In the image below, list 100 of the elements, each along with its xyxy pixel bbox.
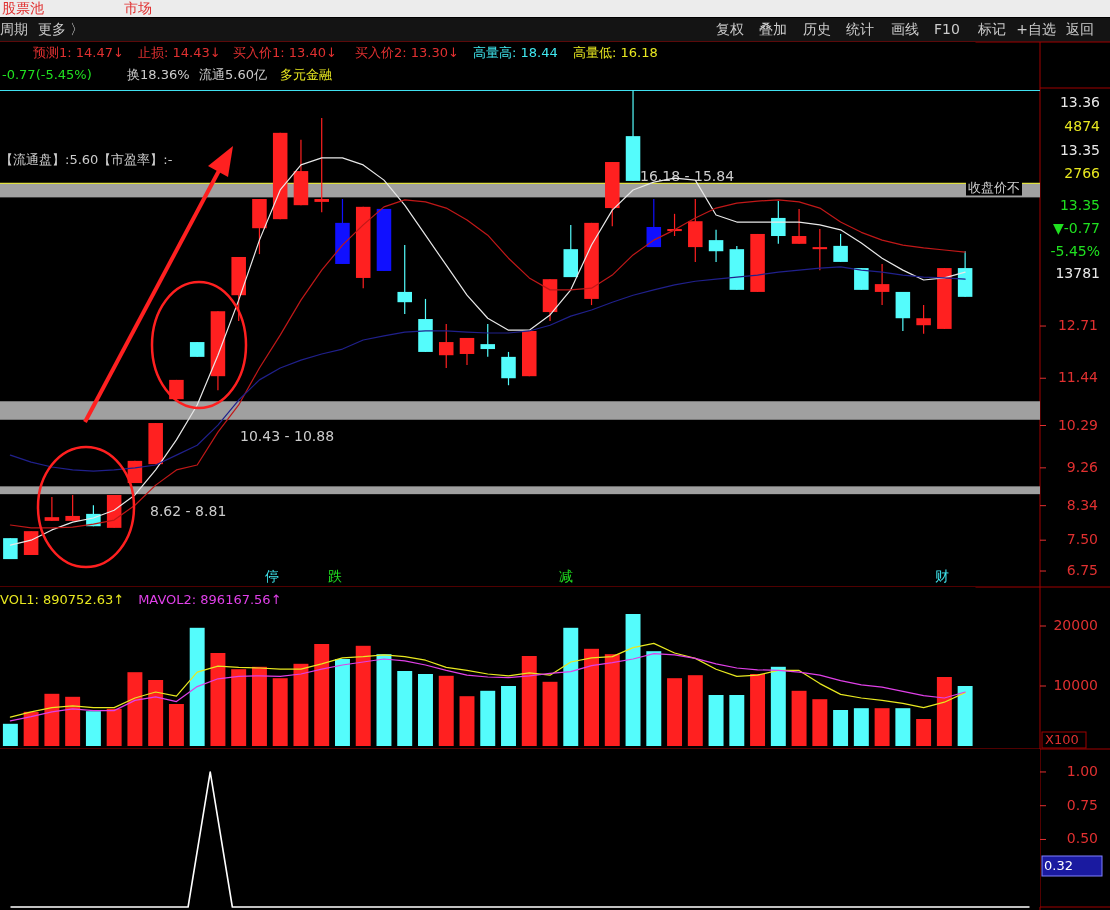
bar: [895, 708, 911, 746]
y-tick-label: 9.26: [1066, 458, 1099, 475]
y-tick-label: 8.34: [1066, 496, 1099, 513]
text: 画线: [891, 21, 919, 37]
bar: [812, 699, 828, 746]
text: 0.32: [1044, 857, 1073, 873]
candlestick: [480, 323, 496, 358]
line-series: [9, 653, 966, 722]
bar: [770, 666, 786, 746]
y-tick-label: 12.71: [1057, 317, 1098, 334]
bar: [708, 695, 724, 746]
bar: [916, 719, 932, 746]
bar: [148, 680, 164, 746]
y-tick-label: 6.75: [1066, 562, 1098, 579]
text: 2766: [1064, 165, 1101, 181]
candlestick: [44, 496, 60, 522]
y-axis-title: X100: [1045, 731, 1079, 747]
bar: [521, 656, 537, 746]
annotation: 高量高: 18.44: [473, 44, 558, 60]
bar: [853, 708, 869, 746]
bar: [791, 690, 807, 746]
bar: [563, 627, 579, 746]
candlestick: [833, 233, 848, 263]
text: 股票池: [2, 0, 44, 16]
annotation: 换18.36%: [127, 66, 190, 82]
candlestick: [708, 229, 724, 263]
bar: [874, 708, 890, 746]
line-series: [9, 642, 966, 718]
bar: [355, 645, 371, 746]
text: 13.36: [1059, 94, 1101, 110]
annotation: 止损: 14.43↓: [138, 44, 221, 60]
bar: [314, 644, 330, 746]
y-tick-label: 0.50: [1066, 830, 1098, 847]
bar: [729, 695, 745, 746]
text: 13.35: [1059, 197, 1100, 213]
bar: [957, 686, 973, 746]
text: F10: [934, 21, 960, 37]
bar: [231, 669, 247, 746]
candlestick: [459, 337, 475, 366]
band-label: 10.43 - 10.88: [240, 428, 335, 444]
text: 历史: [803, 21, 831, 37]
text: 13781: [1055, 265, 1100, 281]
bar: [44, 693, 60, 746]
bar: [418, 674, 433, 746]
y-tick-label: 11.44: [1057, 369, 1099, 386]
bar: [459, 696, 475, 746]
bar: [23, 711, 39, 746]
bar: [687, 675, 703, 746]
text: 13.35: [1059, 142, 1100, 158]
bar: [936, 677, 952, 746]
candlestick: [314, 117, 329, 213]
text: 统计: [846, 21, 874, 37]
y-tick-label: 20000: [1053, 617, 1098, 633]
text: +自选: [1016, 21, 1056, 37]
bar: [604, 654, 620, 746]
text: VOL1: 890752.63↑: [0, 591, 125, 607]
annotation: 高量低: 16.18: [573, 44, 658, 60]
candlestick: [438, 323, 454, 369]
candlestick: [397, 244, 412, 315]
annotation: 预测1: 14.47↓: [33, 44, 124, 60]
candlestick: [791, 208, 807, 245]
text: 叠加: [759, 21, 787, 37]
annotation: 停: [265, 568, 279, 584]
band-label: 8.62 - 8.81: [150, 503, 227, 519]
text: 更多 〉: [38, 21, 85, 37]
bar: [189, 627, 205, 746]
y-tick-label: 1.00: [1066, 762, 1098, 779]
text: 4874: [1064, 118, 1101, 134]
annotation: 财: [935, 568, 949, 584]
y-tick-label: 7.50: [1066, 531, 1098, 548]
candlestick: [916, 304, 931, 335]
band-label: 16.18 - 15.84: [640, 168, 735, 184]
annotation: 流通5.60亿: [199, 66, 267, 82]
bar: [584, 648, 599, 746]
bar: [272, 678, 288, 746]
bar: [251, 666, 267, 746]
bar: [2, 723, 18, 746]
annotation: 买入价2: 13.30↓: [355, 44, 459, 60]
annotation: 收盘价不: [968, 179, 1020, 195]
y-tick-label: 10.29: [1057, 416, 1098, 433]
text: ▼-0.77: [1053, 220, 1100, 236]
text: 返回: [1066, 21, 1094, 37]
bar: [667, 678, 683, 746]
bar: [480, 690, 496, 746]
annotation: 买入价1: 13.40↓: [233, 44, 337, 60]
text: 市场: [124, 0, 152, 16]
text: -5.45%: [1050, 243, 1100, 259]
line-series: [9, 199, 966, 529]
candlestick: [812, 228, 828, 271]
bar: [127, 672, 143, 746]
annotation: 多元金融: [280, 66, 332, 82]
candlestick: [501, 351, 516, 386]
candlestick: [771, 200, 786, 245]
bar: [646, 651, 662, 746]
annotation: 【流通盘】:5.60【市盈率】:-: [0, 151, 173, 167]
text: 周期: [0, 21, 28, 37]
annotation: 减: [559, 568, 573, 584]
annotation: 跌: [328, 568, 342, 584]
text: 复权: [716, 21, 744, 37]
text: MAVOL2: 896167.56↑: [138, 591, 282, 607]
